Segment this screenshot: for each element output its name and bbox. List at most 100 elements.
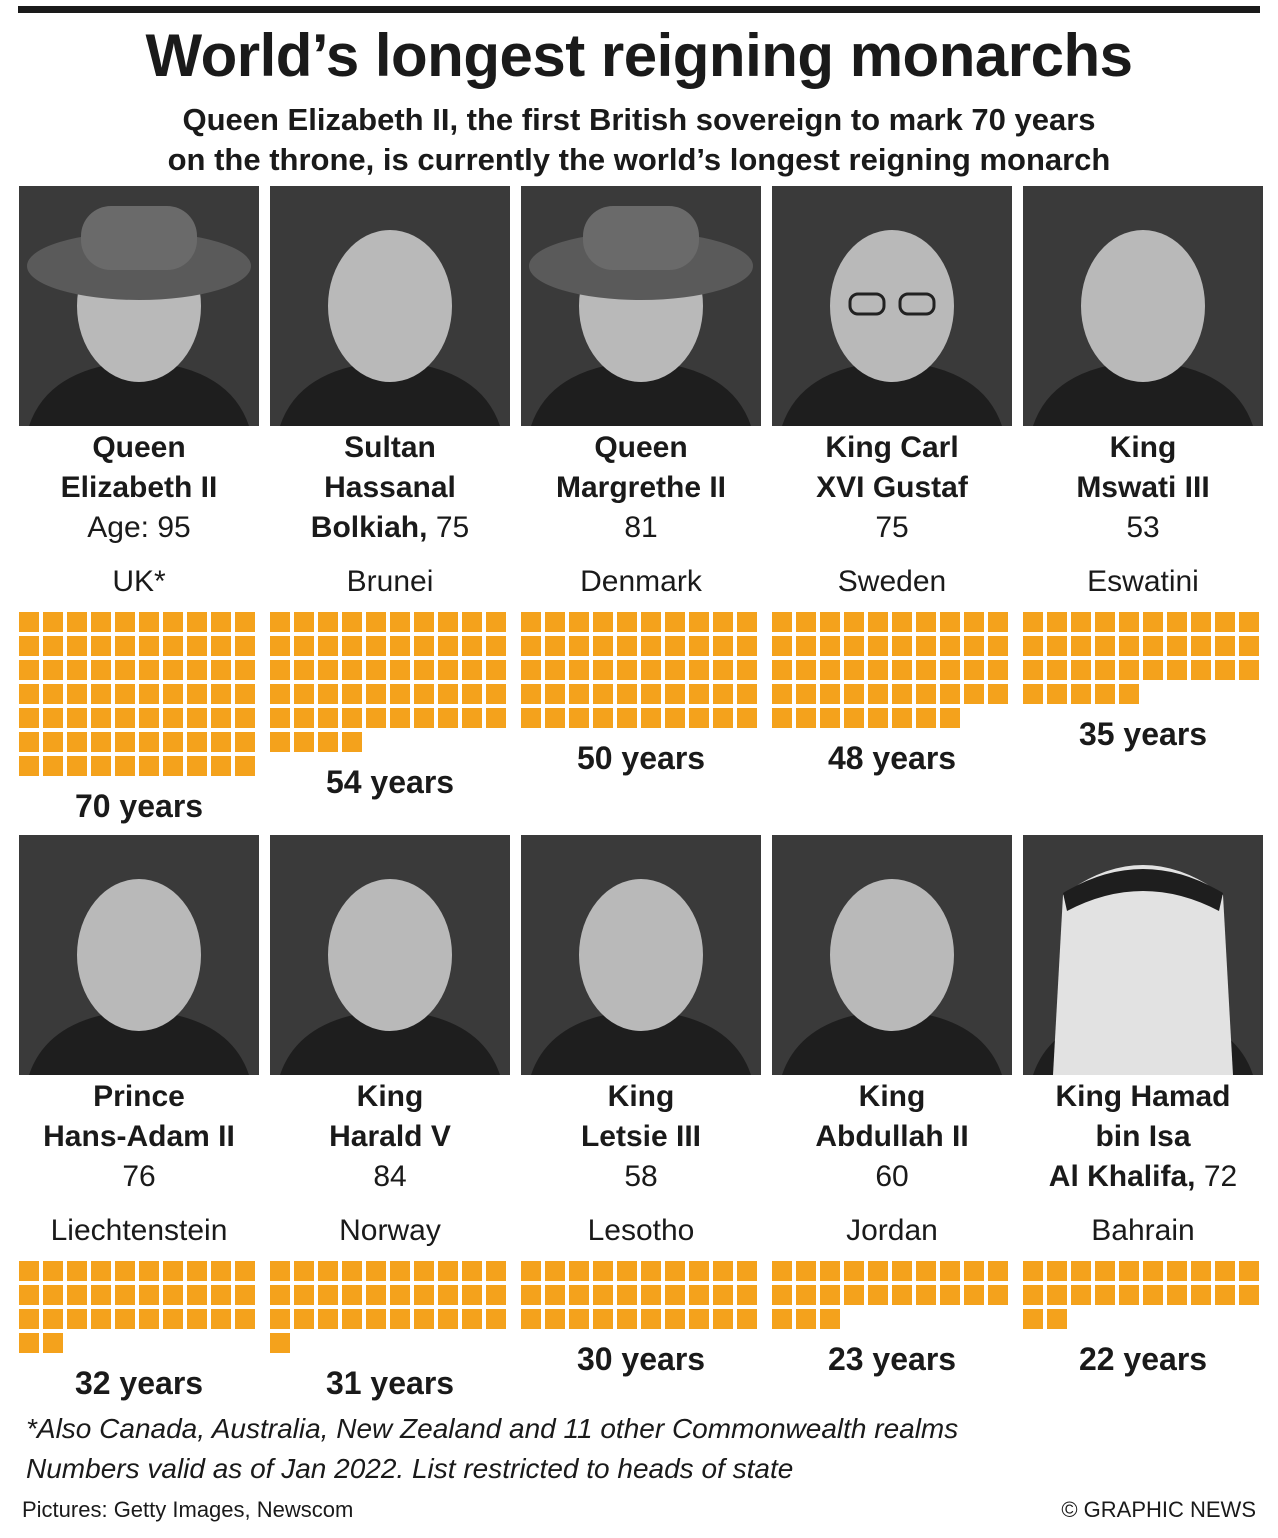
year-square — [1095, 660, 1115, 680]
year-square — [521, 1309, 541, 1329]
year-square — [844, 684, 864, 704]
year-square — [569, 1285, 589, 1305]
year-square — [486, 636, 506, 656]
monarch-name-line: Queen — [594, 431, 688, 464]
year-square — [270, 732, 290, 752]
monarch-name-line: King — [858, 1080, 926, 1113]
year-square — [486, 708, 506, 728]
year-square — [796, 1261, 816, 1281]
year-square — [569, 636, 589, 656]
king-glasses-portrait-icon — [772, 186, 1012, 426]
year-square — [868, 1261, 888, 1281]
king-portrait-icon — [772, 835, 1012, 1075]
year-square — [486, 1285, 506, 1305]
year-square — [569, 684, 589, 704]
year-square — [820, 612, 840, 632]
year-square — [593, 1309, 613, 1329]
monarch-age-line: Al Khalifa, 72 — [1011, 1157, 1275, 1197]
monarch-name: King Hamad bin Isa Al Khalifa, 72 — [1011, 1077, 1275, 1197]
year-square — [414, 1261, 434, 1281]
year-square — [737, 684, 757, 704]
monarch-name: Sultan Hassanal Bolkiah, 75 — [258, 428, 522, 548]
year-square — [964, 684, 984, 704]
year-square — [294, 1261, 314, 1281]
year-square — [1119, 1261, 1139, 1281]
monarch-age-line: 81 — [509, 508, 773, 548]
year-square — [521, 708, 541, 728]
year-square — [318, 636, 338, 656]
year-square — [1191, 660, 1211, 680]
year-square — [737, 708, 757, 728]
year-square — [91, 1285, 111, 1305]
year-square — [737, 1309, 757, 1329]
year-square — [19, 1309, 39, 1329]
monarch-panel: Queen Margrethe II 81 Denmark 50 years — [521, 186, 761, 826]
year-square — [163, 684, 183, 704]
year-square — [1119, 612, 1139, 632]
year-square — [1023, 612, 1043, 632]
year-square — [940, 1261, 960, 1281]
year-square — [318, 660, 338, 680]
year-square — [318, 1285, 338, 1305]
year-square — [390, 1309, 410, 1329]
year-square — [617, 708, 637, 728]
year-square — [665, 1261, 685, 1281]
year-square — [916, 1285, 936, 1305]
year-square — [187, 732, 207, 752]
queen-hat-portrait-icon — [19, 186, 259, 426]
year-square — [211, 1309, 231, 1329]
year-square — [665, 1285, 685, 1305]
year-square — [545, 1261, 565, 1281]
year-square — [91, 708, 111, 728]
year-square — [91, 732, 111, 752]
year-square — [820, 636, 840, 656]
year-square — [964, 1261, 984, 1281]
year-square — [19, 756, 39, 776]
queen-hat-portrait-icon — [521, 186, 761, 426]
monarch-age-line: 76 — [7, 1157, 271, 1197]
year-square — [91, 756, 111, 776]
year-square — [462, 1309, 482, 1329]
year-square — [1047, 1261, 1067, 1281]
monarch-panel: King Abdullah II 60 Jordan 23 years — [772, 835, 1012, 1475]
year-square — [163, 660, 183, 680]
year-square — [211, 732, 231, 752]
monarch-country: UK* — [112, 565, 166, 598]
reign-years-label: 32 years — [74, 1365, 204, 1401]
year-square — [43, 708, 63, 728]
year-square — [139, 612, 159, 632]
year-square — [964, 1285, 984, 1305]
year-square — [665, 684, 685, 704]
year-square — [462, 660, 482, 680]
year-square — [115, 1261, 135, 1281]
year-square — [1239, 612, 1259, 632]
year-square — [892, 684, 912, 704]
year-square — [1071, 612, 1091, 632]
year-square — [772, 1285, 792, 1305]
monarch-name-line: Queen — [92, 431, 186, 464]
year-square — [1191, 1261, 1211, 1281]
year-square — [211, 708, 231, 728]
year-square — [1071, 1285, 1091, 1305]
year-square — [115, 660, 135, 680]
year-square — [844, 612, 864, 632]
year-square — [19, 708, 39, 728]
year-square — [737, 660, 757, 680]
picture-credit: Pictures: Getty Images, Newscom — [22, 1497, 354, 1522]
year-square — [1119, 636, 1139, 656]
year-square — [235, 684, 255, 704]
year-square — [163, 612, 183, 632]
monarch-country: Norway — [339, 1214, 441, 1247]
king-portrait-icon — [521, 835, 761, 1075]
monarch-country: Sweden — [837, 565, 947, 598]
year-square — [868, 612, 888, 632]
year-square — [689, 1309, 709, 1329]
year-square — [115, 684, 135, 704]
year-square — [1119, 660, 1139, 680]
year-square — [462, 612, 482, 632]
year-square — [868, 660, 888, 680]
year-square — [1023, 660, 1043, 680]
year-square — [91, 636, 111, 656]
monarch-panel: King Harald V 84 Norway 31 years — [270, 835, 510, 1475]
year-square — [414, 636, 434, 656]
